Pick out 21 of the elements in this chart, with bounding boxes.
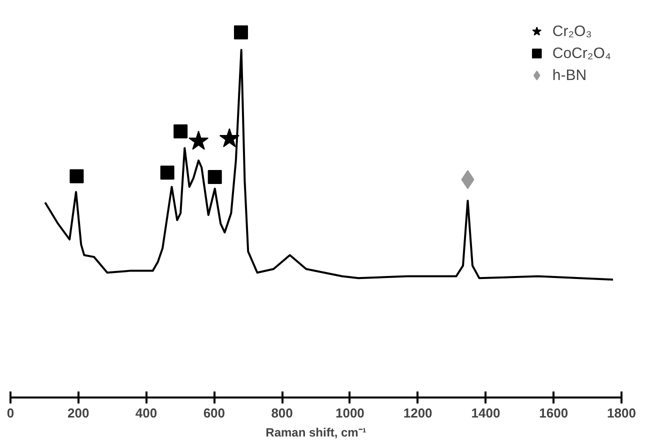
point	[174, 124, 188, 138]
x-tick-label: 1800	[607, 406, 636, 420]
legend-label: h-BN	[552, 66, 587, 84]
legend-label: Cr₂O₃	[552, 22, 592, 40]
x-tick-label: 800	[271, 406, 293, 420]
legend-label: CoCr₂O₄	[552, 44, 611, 62]
x-tick-label: 600	[203, 406, 226, 420]
x-tick-label: 1200	[403, 406, 432, 420]
x-tick-label: 1000	[335, 406, 364, 420]
x-tick-label: 1600	[539, 406, 568, 420]
point	[188, 130, 209, 150]
x-tick-label: 0	[6, 406, 14, 420]
point	[70, 169, 84, 184]
x-axis-title: Raman shift, cm⁻¹	[266, 426, 366, 440]
point	[160, 166, 174, 180]
x-tick-label: 1400	[471, 406, 500, 420]
point	[234, 25, 248, 40]
x-tick-label: 200	[68, 406, 90, 420]
x-tick-label: 400	[135, 406, 158, 420]
point	[219, 128, 240, 148]
point	[208, 170, 222, 184]
